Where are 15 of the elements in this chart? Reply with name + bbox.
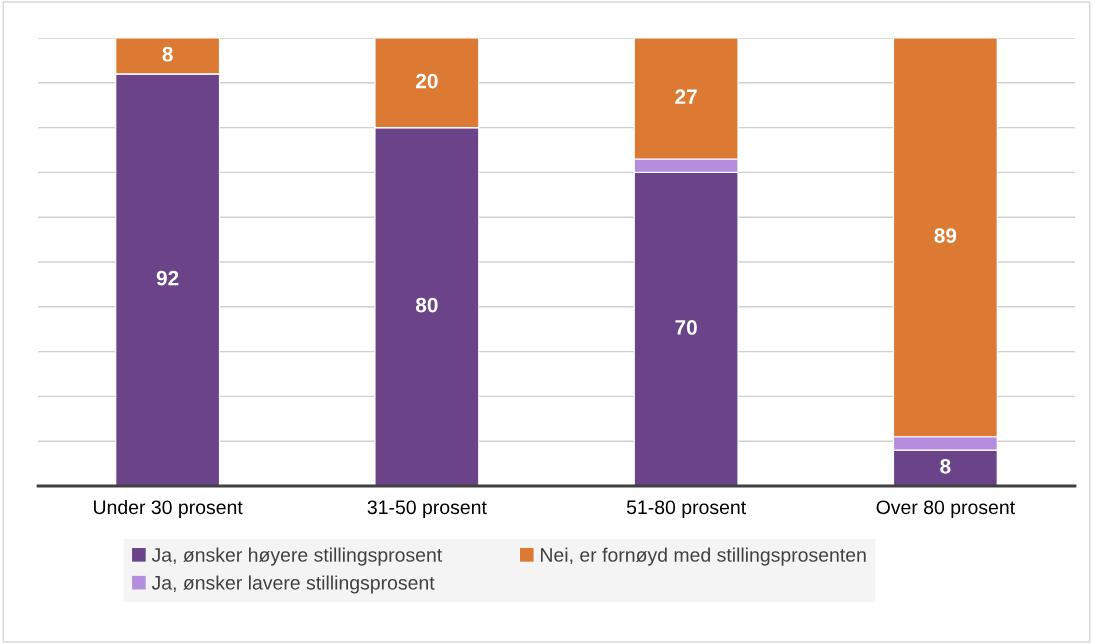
legend-label: Ja, ønsker lavere stillingsprosent [151,575,435,594]
data-label: 20 [416,73,438,89]
legend-label: Nei, er fornøyd med stillingsprosenten [541,547,866,566]
data-label: 70 [675,320,697,335]
data-label: 8 [162,46,173,62]
data-label: 27 [675,89,697,104]
legend-label: Ja, ønsker høyere stillingsprosent [151,547,443,566]
data-label: 80 [415,297,438,313]
x-tick-label: Over 80 prosent [876,500,1015,519]
x-tick-label: 31-50 prosent [367,500,487,519]
x-tick-label: Under 30 prosent [94,499,243,519]
data-label: 92 [156,270,179,286]
data-label: 89 [934,228,957,243]
x-tick-label: 51-80 prosent [626,500,746,519]
data-label: 8 [940,458,951,474]
